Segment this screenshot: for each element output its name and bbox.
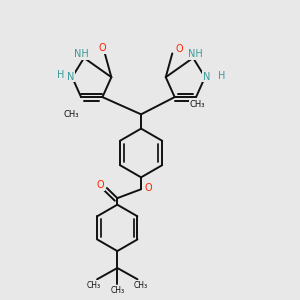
Text: N: N <box>203 72 211 82</box>
Text: H: H <box>218 71 225 81</box>
Text: N: N <box>67 72 74 82</box>
Text: CH₃: CH₃ <box>64 110 79 119</box>
Text: CH₃: CH₃ <box>134 281 148 290</box>
Text: CH₃: CH₃ <box>110 286 124 295</box>
Text: O: O <box>97 180 104 190</box>
Text: O: O <box>99 43 106 53</box>
Text: NH: NH <box>74 49 89 59</box>
Text: CH₃: CH₃ <box>190 100 205 109</box>
Text: O: O <box>145 183 153 193</box>
Text: CH₃: CH₃ <box>86 281 100 290</box>
Text: NH: NH <box>188 49 203 59</box>
Text: O: O <box>175 44 183 54</box>
Text: H: H <box>57 70 64 80</box>
